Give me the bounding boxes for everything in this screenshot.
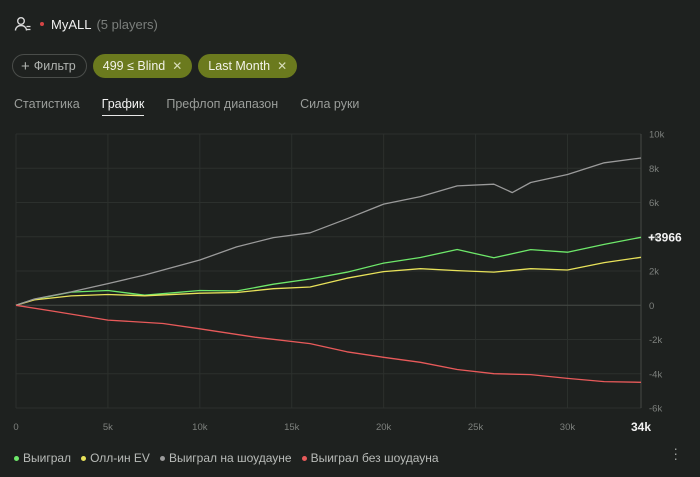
tab-hand-strength[interactable]: Сила руки	[300, 97, 360, 111]
legend-swatch	[81, 455, 87, 461]
y-tick-label: 4k	[649, 232, 659, 243]
x-end-label: 34k	[631, 420, 651, 434]
series-line	[15, 256, 642, 306]
legend-swatch	[14, 455, 19, 461]
y-tick-label: 8k	[649, 164, 659, 175]
close-icon[interactable]: ✕	[172, 59, 183, 73]
legend-label: Выиграл без шоудауна	[310, 451, 439, 465]
y-tick-label: 0	[649, 301, 654, 312]
legend-label: Выиграл	[23, 451, 72, 465]
header: MyALL (5 players)	[14, 14, 158, 34]
x-tick-label: 0	[13, 422, 18, 433]
y-tick-label: -6k	[649, 404, 662, 415]
legend-item-non-showdown[interactable]: Выиграл без шоудауна	[301, 451, 439, 465]
add-filter-label: Фильтр	[33, 59, 76, 73]
legend-item-showdown[interactable]: Выиграл на шоудауне	[159, 451, 292, 465]
x-tick-label: 15k	[284, 422, 300, 433]
profit-chart: 10k 8k 6k 4k 2k 0 -2k -4k -6k 0 5k 10k 15k 20k 25k 30k 3…	[13, 130, 682, 435]
y-tick-label: 10k	[649, 130, 665, 141]
x-tick-label: 5k	[103, 422, 113, 433]
x-tick-label: 25k	[468, 422, 484, 433]
x-tick-label: 30k	[560, 422, 576, 433]
y-tick-label: 2k	[649, 267, 659, 278]
plus-icon: +	[21, 57, 30, 75]
filter-chip-period[interactable]: Last Month ✕	[198, 54, 298, 78]
y-tick-label: -4k	[649, 369, 662, 380]
series-line	[15, 304, 642, 383]
series-line	[15, 236, 642, 306]
status-dot	[40, 22, 44, 26]
y-tick-label: 6k	[649, 198, 659, 209]
players-count: (5 players)	[96, 16, 158, 32]
filter-chip-label: Last Month	[208, 59, 271, 73]
filter-bar: + Фильтр 499 ≤ Blind ✕ Last Month ✕	[12, 54, 298, 78]
x-tick-label: 10k	[192, 422, 208, 433]
x-tick-label: 20k	[376, 422, 392, 433]
legend-label: Выиграл на шоудауне	[168, 451, 292, 465]
series-line	[15, 157, 642, 306]
legend-item-won[interactable]: Выиграл	[14, 451, 71, 465]
add-filter-button[interactable]: + Фильтр	[12, 54, 87, 78]
chart-legend: Выиграл Олл-ин EV Выиграл на шоудауне Вы…	[14, 451, 439, 465]
player-icon[interactable]	[14, 15, 32, 33]
filter-chip-label: 499 ≤ Blind	[102, 59, 166, 73]
tab-preflop-range[interactable]: Префлоп диапазон	[166, 97, 279, 111]
close-icon[interactable]: ✕	[277, 59, 288, 73]
tab-graph[interactable]: График	[101, 97, 145, 116]
tab-bar: Статистика График Префлоп диапазон Сила …	[14, 97, 359, 116]
more-menu-icon[interactable]: · · ·	[673, 440, 678, 466]
legend-swatch	[159, 455, 165, 461]
legend-item-allin-ev[interactable]: Олл-ин EV	[81, 451, 150, 465]
legend-swatch	[301, 455, 307, 461]
legend-label: Олл-ин EV	[90, 451, 150, 465]
series-end-label: +3966	[648, 230, 682, 244]
tab-stats[interactable]: Статистика	[14, 97, 80, 111]
filter-chip-blind[interactable]: 499 ≤ Blind ✕	[92, 54, 193, 78]
y-tick-label: -2k	[649, 335, 662, 346]
player-title: MyALL	[51, 16, 92, 32]
